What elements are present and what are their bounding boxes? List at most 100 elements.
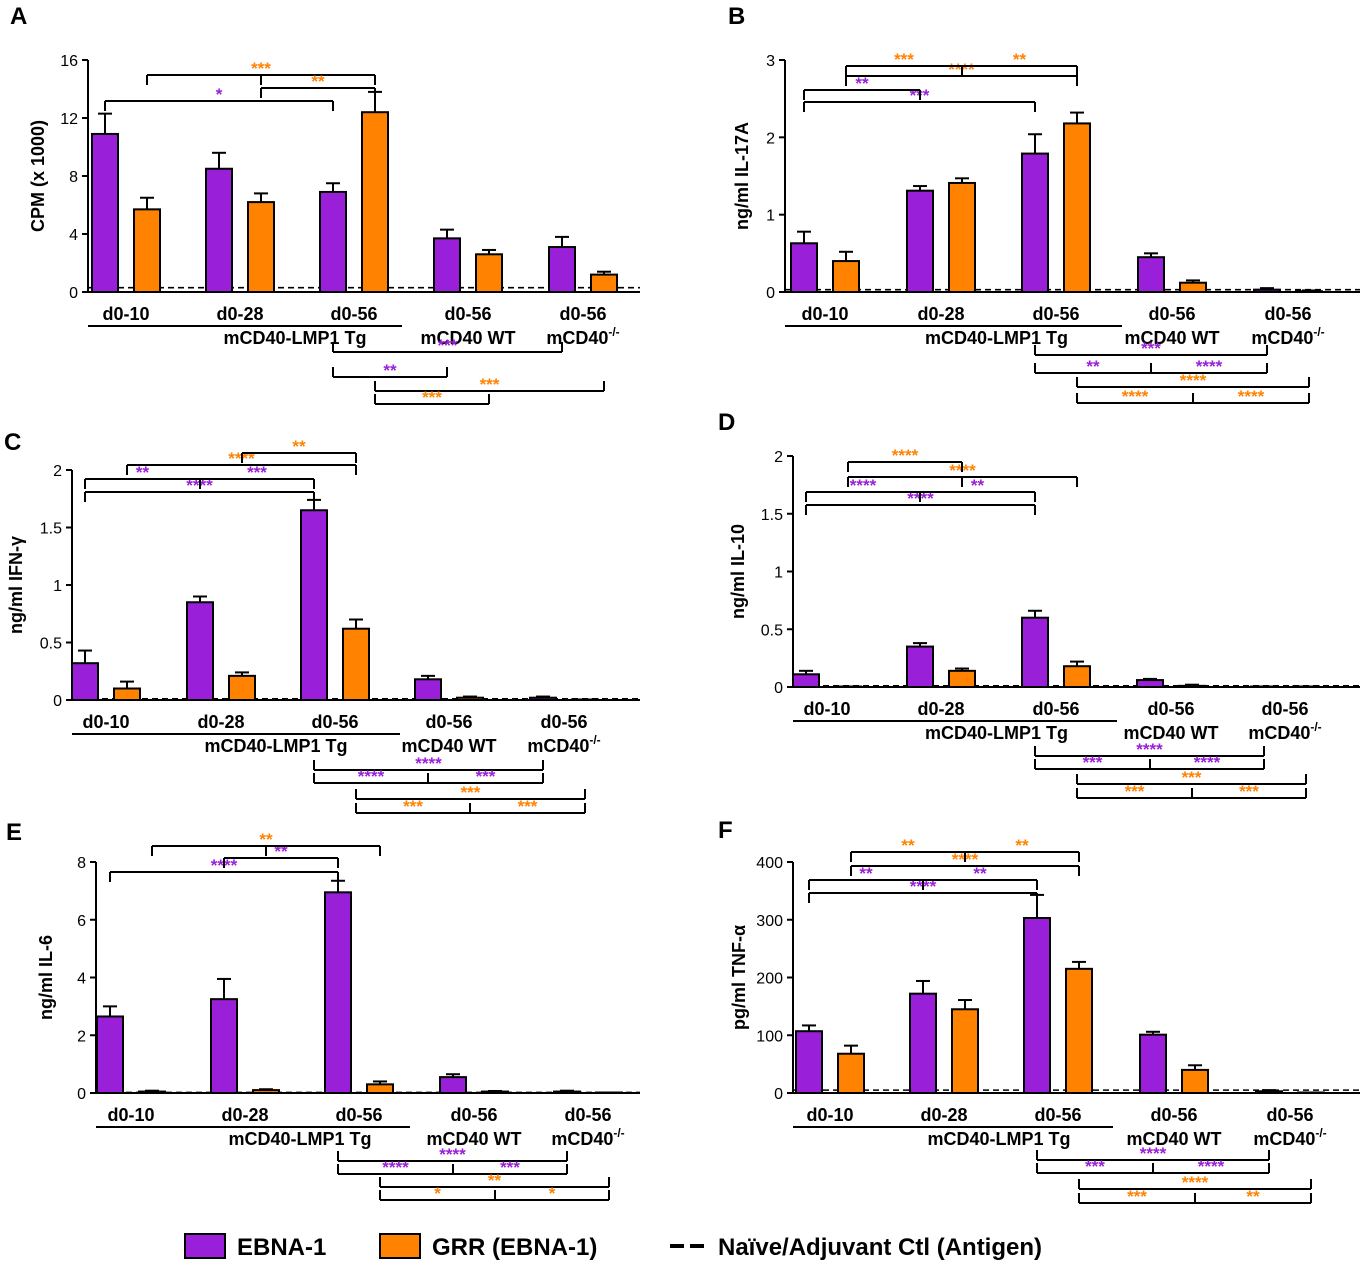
sig-bracket-top: ** — [241, 437, 357, 463]
bar-ebna — [906, 189, 934, 293]
bar-ebna — [96, 1015, 124, 1095]
bar-grr — [948, 669, 976, 689]
sig-bracket-bottom: ******* — [313, 767, 544, 786]
x-category-label: d0-56 — [444, 304, 491, 324]
bar-ebna — [433, 237, 461, 294]
group-label-ko: mCD40-/- — [1248, 720, 1321, 743]
sig-stars: ** — [311, 72, 325, 91]
sig-stars: *** — [1125, 782, 1145, 801]
sig-bracket-bottom: *** — [332, 336, 563, 355]
x-category-label: d0-28 — [917, 699, 964, 719]
panel-B: B 0 1 2 3 ng/ml IL-17A d0-10 d0-28 d0-56 d0-56 d0-… — [728, 3, 1360, 406]
y-axis-label: ng/ml IL-6 — [36, 935, 56, 1020]
sig-bracket-bottom: **** — [1036, 1144, 1270, 1163]
sig-stars: *** — [422, 388, 442, 407]
legend-label: Naïve/Adjuvant Ctl (Antigen) — [718, 1234, 1042, 1261]
y-axis-label: ng/ml IFN-γ — [6, 536, 26, 634]
bar-grr — [834, 685, 862, 688]
bar-ebna — [906, 645, 934, 689]
sig-stars: *** — [518, 797, 538, 816]
sig-bracket-top: ** — [260, 72, 376, 98]
sig-bracket-bottom: *** — [355, 783, 586, 802]
bar-ebna — [1253, 288, 1281, 293]
bar-grr — [595, 1091, 623, 1094]
x-category-label: d0-56 — [1147, 699, 1194, 719]
x-category-label: d0-56 — [1150, 1105, 1197, 1125]
panel-letter: F — [718, 817, 733, 844]
sig-stars: ** — [973, 864, 987, 883]
sig-stars: * — [216, 85, 223, 104]
legend: EBNA-1 GRR (EBNA-1) Naïve/Adjuvant Ctl (An… — [184, 1233, 1042, 1261]
sig-bracket-bottom: **** — [1076, 371, 1310, 390]
y-tick-label: 0.5 — [761, 622, 783, 639]
sig-bracket-bottom: *** ** — [1078, 1187, 1312, 1206]
y-tick-label: 0 — [774, 680, 783, 697]
sig-stars: **** — [850, 476, 877, 495]
bar-grr — [1065, 967, 1093, 1095]
bar-grr — [113, 687, 141, 701]
sig-bracket-bottom: *** *** — [355, 797, 586, 816]
bar-grr — [1292, 685, 1320, 688]
panel-letter: A — [10, 3, 27, 30]
bar-grr — [475, 253, 503, 294]
sig-stars: *** — [1083, 753, 1103, 772]
bar-ebna — [529, 696, 557, 702]
x-category-label: d0-28 — [197, 712, 244, 732]
y-tick-label: 16 — [60, 53, 78, 70]
ko-superscript: -/- — [1310, 720, 1321, 734]
group-label-tg: mCD40-LMP1 Tg — [927, 1129, 1070, 1149]
sig-stars: *** — [476, 767, 496, 786]
bar-grr — [951, 1008, 979, 1095]
group-label-tg: mCD40-LMP1 Tg — [204, 736, 347, 756]
sig-bracket-bottom: **** — [337, 1145, 568, 1164]
y-tick-label: 400 — [756, 855, 783, 872]
sig-bracket-bottom: **** — [1034, 740, 1265, 759]
y-tick-label: 4 — [77, 971, 86, 988]
y-tick-label: 1.5 — [40, 521, 62, 538]
legend-item-ebna: EBNA-1 — [184, 1233, 326, 1261]
y-tick-label: 2 — [766, 130, 775, 147]
panel-letter: B — [728, 3, 745, 30]
bar-ebna — [414, 678, 442, 701]
bar-grr — [832, 260, 860, 294]
sig-bracket-bottom: *** *** — [1076, 782, 1307, 801]
bar-ebna — [1255, 1090, 1283, 1094]
sig-stars: ** — [1013, 50, 1027, 69]
sig-bracket-bottom: ** — [379, 1171, 610, 1190]
sig-stars: ** — [274, 842, 288, 861]
y-tick-label: 1.5 — [761, 507, 783, 524]
y-tick-label: 12 — [60, 111, 78, 128]
bar-grr — [1181, 1068, 1209, 1095]
sig-bracket-top: ** — [803, 74, 921, 100]
y-axis-label: CPM (x 1000) — [28, 120, 48, 232]
sig-stars: *** — [438, 336, 458, 355]
bar-ebna — [1021, 152, 1049, 293]
bar-ebna — [186, 601, 214, 701]
group-label-ko: mCD40-/- — [551, 1126, 624, 1149]
group-label-wt: mCD40 WT — [1126, 1129, 1221, 1149]
y-tick-label: 0 — [766, 285, 775, 302]
sig-bracket-bottom: *** — [1076, 768, 1307, 787]
bar-grr — [571, 698, 599, 701]
bar-grr — [1297, 1091, 1325, 1094]
group-label-wt: mCD40 WT — [420, 328, 515, 348]
sig-bracket-bottom: **** — [1078, 1173, 1312, 1192]
bar-ebna — [553, 1090, 581, 1095]
sig-stars: ** — [383, 361, 397, 380]
legend-item-ctl: Naïve/Adjuvant Ctl (Antigen) — [670, 1234, 1042, 1261]
group-label-ko: mCD40-/- — [1251, 325, 1324, 348]
sig-bracket-top: ** — [151, 830, 381, 856]
x-category-label: d0-28 — [221, 1105, 268, 1125]
y-tick-label: 1 — [774, 565, 783, 582]
bar-ebna — [1139, 1033, 1167, 1094]
panel-E: E 0 2 4 6 8 ng/ml IL-6 d0-10 d0-28 d0-56 d0-56 d0-5… — [6, 819, 640, 1203]
bar-ebna — [71, 662, 99, 702]
bar-ebna — [300, 509, 328, 701]
x-category-label: d0-56 — [1266, 1105, 1313, 1125]
bar-grr — [138, 1090, 166, 1095]
sig-bracket-bottom: ******* — [1036, 1157, 1270, 1176]
sig-bracket-bottom: ******* — [1034, 753, 1265, 772]
sig-stars: **** — [1140, 1144, 1167, 1163]
legend-swatch-grr — [379, 1233, 421, 1259]
sig-stars: **** — [1194, 753, 1221, 772]
